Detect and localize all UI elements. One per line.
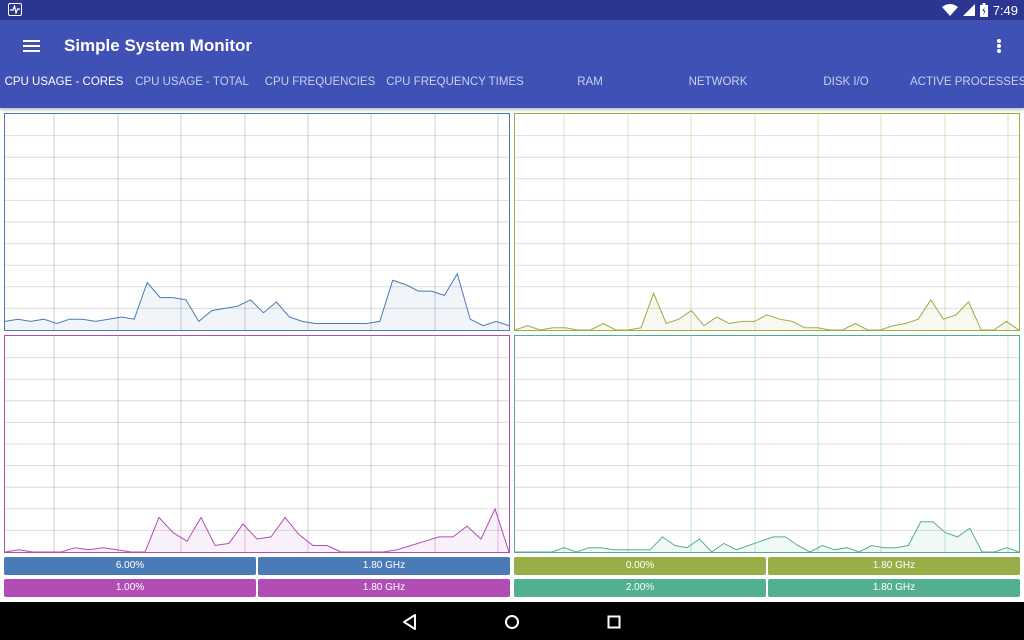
back-icon[interactable] [399, 611, 421, 633]
core-1-chart [514, 113, 1020, 331]
tab-cpu-frequency-times[interactable]: CPU FREQUENCY TIMES [386, 76, 524, 88]
usage-area [5, 508, 509, 552]
usage-line [515, 521, 1019, 552]
core-0-usage: 6.00% [4, 557, 256, 575]
status-icons: 7:49 [941, 2, 1018, 18]
wifi-icon [941, 4, 958, 16]
status-bar: 7:49 [0, 0, 1024, 20]
tab-ram[interactable]: RAM [577, 76, 603, 88]
navigation-bar [0, 602, 1024, 640]
core-2-usage: 1.00% [4, 579, 256, 597]
clock: 7:49 [992, 2, 1018, 18]
usage-line [5, 507, 509, 552]
chart-plot [5, 336, 509, 552]
app-bar: Simple System Monitor CPU USAGE - CORES … [0, 20, 1024, 108]
usage-area [515, 521, 1019, 552]
chart-plot [5, 114, 509, 330]
core-1-usage: 0.00% [514, 557, 766, 575]
menu-icon[interactable] [18, 35, 46, 57]
more-options-icon[interactable] [992, 35, 1006, 57]
activity-icon [8, 3, 22, 16]
recents-icon[interactable] [603, 611, 625, 633]
home-icon[interactable] [501, 611, 523, 633]
core-3-usage: 2.00% [514, 579, 766, 597]
app-title: Simple System Monitor [64, 36, 252, 55]
usage-area [5, 273, 509, 330]
tab-cpu-frequencies[interactable]: CPU FREQUENCIES [264, 76, 376, 88]
core-0-frequency: 1.80 GHz [258, 557, 510, 575]
battery-icon [979, 3, 988, 17]
signal-icon [962, 4, 975, 16]
tab-cpu-usage-cores[interactable]: CPU USAGE - CORES [4, 76, 124, 88]
usage-area [515, 293, 1019, 330]
tab-active-processes[interactable]: ACTIVE PROCESSES [910, 76, 1024, 88]
core-2-frequency: 1.80 GHz [258, 579, 510, 597]
core-0-chart [4, 113, 510, 331]
chart-plot [515, 336, 1019, 552]
core-2-chart [4, 335, 510, 553]
tab-network[interactable]: NETWORK [688, 76, 748, 88]
chart-plot [515, 114, 1019, 330]
core-3-frequency: 1.80 GHz [768, 579, 1020, 597]
tab-disk-io[interactable]: DISK I/O [823, 76, 869, 88]
core-1-frequency: 1.80 GHz [768, 557, 1020, 575]
tab-cpu-usage-total[interactable]: CPU USAGE - TOTAL [135, 76, 249, 88]
core-3-chart [514, 335, 1020, 553]
tab-bar: CPU USAGE - CORES CPU USAGE - TOTAL CPU … [0, 76, 1024, 104]
usage-line [515, 291, 1019, 330]
usage-line [5, 272, 509, 327]
